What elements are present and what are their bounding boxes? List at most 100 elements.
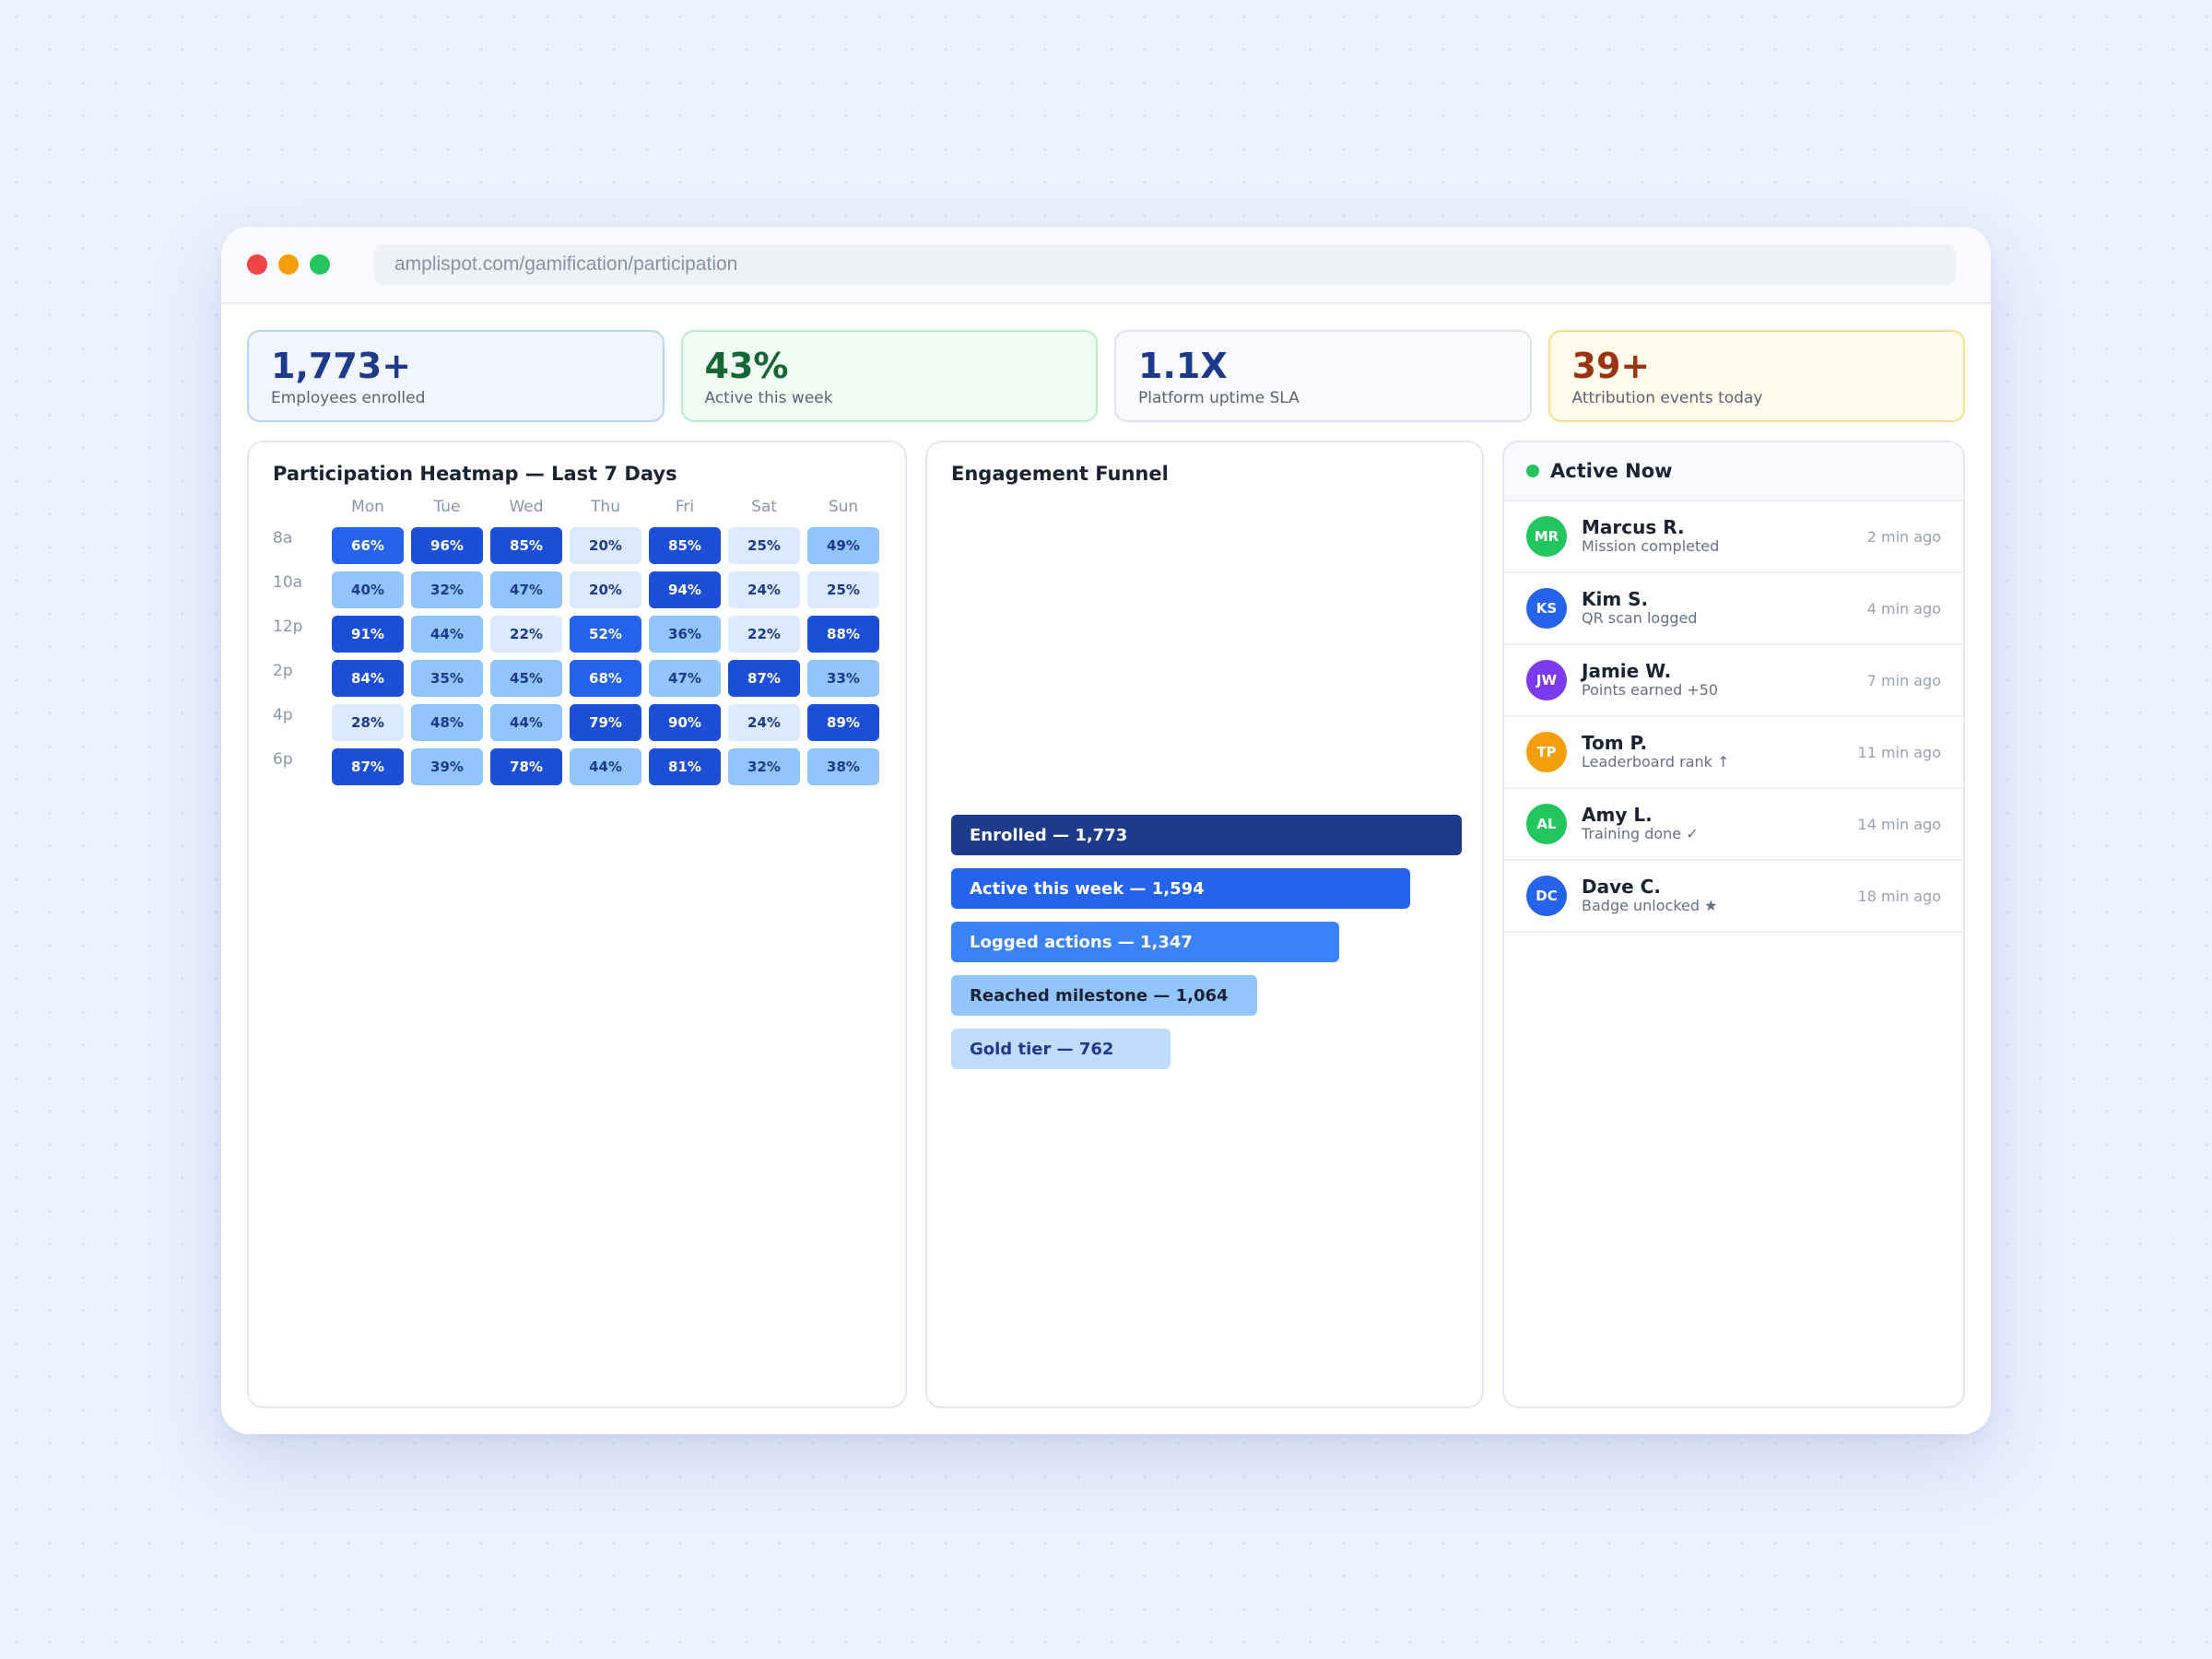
heatmap-grid: 66% 96% 85% 20% 85% 25% 49% 40% 32% 47% 20% 94% 24% 2… [332, 527, 879, 785]
stat-cards: 1,773+ Employees enrolled 43% Active thi… [247, 330, 1965, 422]
user-name: Tom P. [1582, 732, 1648, 754]
activity-row[interactable]: TP Tom P. Leaderboard rank ↑ 11 min ago [1504, 717, 1963, 789]
avatar: DC [1526, 876, 1567, 916]
heatmap-time-label: 10a [273, 573, 303, 592]
activity-text: Badge unlocked ★ [1582, 897, 1718, 914]
browser-window: amplispot.com/gamification/participation… [221, 227, 1991, 1434]
heatmap-day-label: Fri [675, 498, 695, 516]
heatmap-cell: 38% [807, 748, 879, 785]
activity-text: Points earned +50 [1582, 681, 1719, 699]
funnel-title: Engagement Funnel [951, 463, 1169, 485]
activity-row[interactable]: JW Jamie W. Points earned +50 7 min ago [1504, 645, 1963, 717]
heatmap-cell: 49% [807, 527, 879, 564]
user-name: Kim S. [1582, 588, 1649, 610]
stat-label: Platform uptime SLA [1138, 389, 1300, 407]
heatmap-cell: 84% [332, 660, 404, 697]
heatmap-cell: 32% [411, 571, 483, 608]
activity-time: 2 min ago [1866, 527, 1941, 546]
activity-row[interactable]: MR Marcus R. Mission completed 2 min ago [1504, 501, 1963, 573]
active-now-header: Active Now [1504, 442, 1963, 501]
avatar: TP [1526, 732, 1567, 772]
heatmap-title: Participation Heatmap — Last 7 Days [273, 463, 677, 485]
address-bar-url: amplispot.com/gamification/participation [394, 253, 738, 275]
heatmap-cell: 39% [411, 748, 483, 785]
heatmap-cell: 90% [649, 704, 721, 741]
heatmap-cell: 25% [807, 571, 879, 608]
activity-time: 14 min ago [1857, 815, 1941, 833]
active-now-panel: Active Now MR Marcus R. Mission completed 2… [1502, 441, 1965, 1408]
heatmap-time-labels: 8a 10a 12p 2p 4p 6p [273, 529, 302, 794]
heatmap-cell: 47% [490, 571, 562, 608]
stat-card-uptime: 1.1X Platform uptime SLA [1114, 330, 1532, 422]
activity-details: Dave C. Badge unlocked ★ [1582, 877, 1717, 915]
stat-value: 1,773+ [271, 346, 412, 386]
heatmap-cell: 20% [570, 527, 641, 564]
heatmap-cell: 96% [411, 527, 483, 564]
heatmap-cell: 40% [332, 571, 404, 608]
active-now-title: Active Now [1550, 460, 1673, 482]
heatmap-day-label: Thu [591, 498, 620, 516]
heatmap-cell: 52% [570, 616, 641, 653]
user-name: Marcus R. [1582, 516, 1685, 538]
heatmap-cell: 44% [490, 704, 562, 741]
activity-details: Amy L. Training done ✓ [1582, 805, 1699, 843]
heatmap-time-label: 8a [273, 529, 293, 547]
funnel-bars: Enrolled — 1,773 Active this week — 1,594… [951, 815, 1462, 1082]
stat-card-enrolled: 1,773+ Employees enrolled [247, 330, 665, 422]
address-bar[interactable]: amplispot.com/gamification/participation [374, 244, 1956, 285]
heatmap-cell: 22% [490, 616, 562, 653]
activity-time: 11 min ago [1857, 743, 1941, 761]
activity-row[interactable]: DC Dave C. Badge unlocked ★ 18 min ago [1504, 861, 1963, 933]
heatmap-time-label: 2p [273, 662, 293, 680]
stat-label: Attribution events today [1571, 389, 1763, 407]
user-name: Amy L. [1582, 804, 1653, 826]
funnel-panel: Engagement Funnel Enrolled — 1,773 Active… [925, 441, 1484, 1408]
funnel-bar: Logged actions — 1,347 [951, 922, 1339, 962]
heatmap-cell: 87% [332, 748, 404, 785]
heatmap-cell: 22% [728, 616, 800, 653]
heatmap-cell: 35% [411, 660, 483, 697]
activity-details: Kim S. QR scan logged [1582, 589, 1698, 628]
activity-row[interactable]: AL Amy L. Training done ✓ 14 min ago [1504, 789, 1963, 861]
funnel-bar: Gold tier — 762 [951, 1029, 1171, 1069]
avatar: JW [1526, 660, 1567, 700]
stat-label: Active this week [704, 389, 833, 407]
heatmap-cell: 24% [728, 571, 800, 608]
heatmap-cell: 33% [807, 660, 879, 697]
activity-text: QR scan logged [1582, 609, 1698, 627]
activity-time: 18 min ago [1857, 887, 1941, 905]
maximize-window-dot[interactable] [310, 254, 330, 275]
heatmap-cell: 89% [807, 704, 879, 741]
heatmap-day-label: Mon [351, 498, 384, 516]
funnel-bar: Reached milestone — 1,064 [951, 975, 1257, 1016]
activity-text: Mission completed [1582, 537, 1720, 555]
heatmap-cell: 78% [490, 748, 562, 785]
activity-details: Tom P. Leaderboard rank ↑ [1582, 733, 1729, 771]
heatmap-cell: 47% [649, 660, 721, 697]
heatmap-panel: Participation Heatmap — Last 7 Days Mon T… [247, 441, 907, 1408]
heatmap-cell: 66% [332, 527, 404, 564]
activity-row[interactable]: KS Kim S. QR scan logged 4 min ago [1504, 573, 1963, 645]
heatmap-cell: 48% [411, 704, 483, 741]
avatar: AL [1526, 804, 1567, 844]
heatmap-time-label: 12p [273, 618, 303, 636]
heatmap-cell: 44% [570, 748, 641, 785]
funnel-bar: Enrolled — 1,773 [951, 815, 1462, 855]
heatmap-cell: 85% [490, 527, 562, 564]
heatmap-time-label: 6p [273, 750, 293, 769]
activity-text: Training done ✓ [1582, 825, 1699, 842]
heatmap-day-label: Wed [509, 498, 544, 516]
heatmap-cell: 45% [490, 660, 562, 697]
heatmap-cell: 28% [332, 704, 404, 741]
close-window-dot[interactable] [247, 254, 267, 275]
user-name: Dave C. [1582, 876, 1661, 898]
heatmap-cell: 36% [649, 616, 721, 653]
activity-text: Leaderboard rank ↑ [1582, 753, 1730, 771]
heatmap-day-label: Sun [828, 498, 859, 516]
stat-value: 1.1X [1138, 346, 1228, 386]
heatmap-cell: 20% [570, 571, 641, 608]
stat-card-active: 43% Active this week [680, 330, 1098, 422]
browser-titlebar: amplispot.com/gamification/participation [221, 227, 1991, 304]
minimize-window-dot[interactable] [278, 254, 299, 275]
activity-details: Jamie W. Points earned +50 [1582, 661, 1718, 700]
